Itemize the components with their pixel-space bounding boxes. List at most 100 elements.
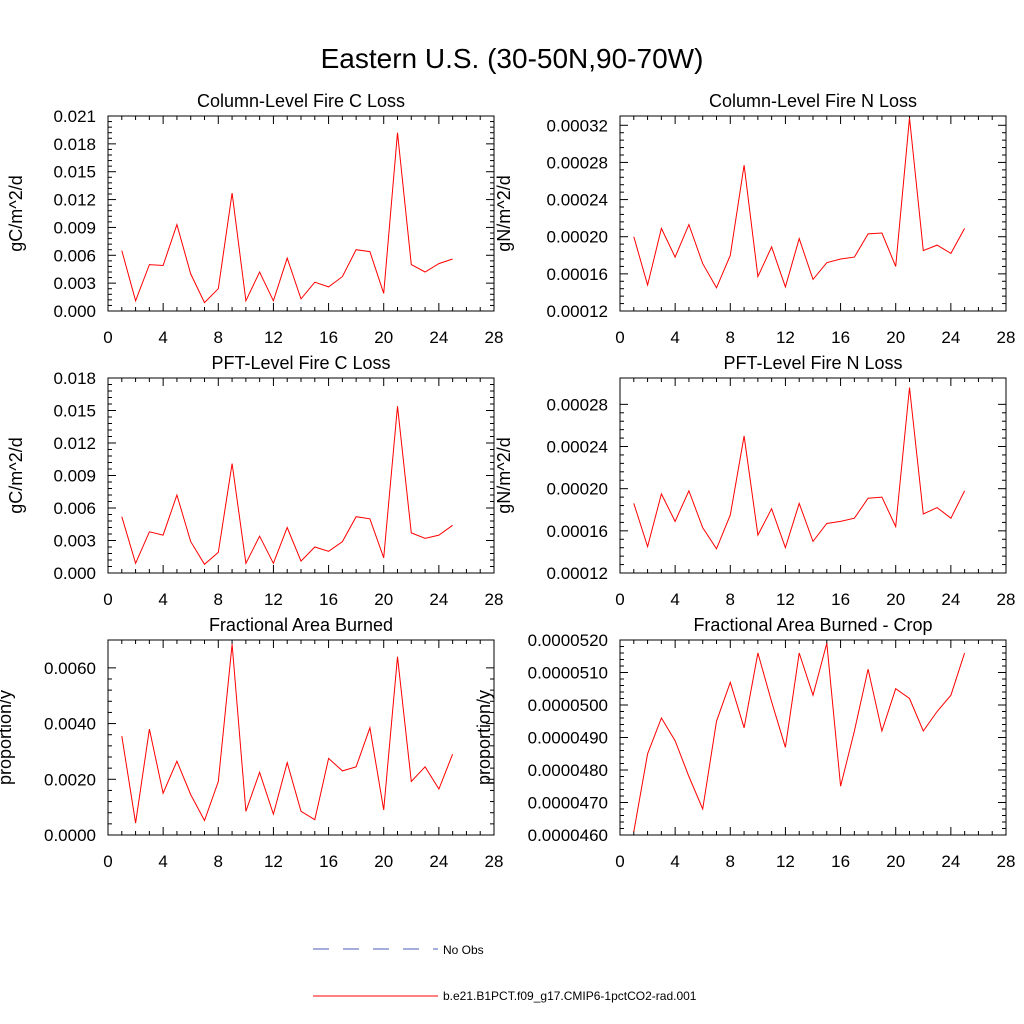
plot-frame bbox=[107, 377, 495, 574]
y-axis-label: gN/m^2/d bbox=[494, 437, 514, 513]
y-tick-label: 0.00016 bbox=[547, 265, 608, 284]
y-tick-label: 0.00028 bbox=[547, 153, 608, 172]
y-tick-label: 0.00012 bbox=[547, 564, 608, 583]
legend: No Obs b.e21.B1PCT.f09_g17.CMIP6-1pctCO2… bbox=[313, 943, 697, 1003]
x-tick-label: 16 bbox=[319, 852, 338, 871]
y-tick-label: 0.018 bbox=[53, 135, 96, 154]
y-axis-label: gN/m^2/d bbox=[494, 175, 514, 251]
y-tick-label: 0.021 bbox=[53, 107, 96, 126]
y-axis-label: proportion/y bbox=[0, 690, 15, 785]
panels: Column-Level Fire C Loss gC/m^2/d 0 4 8 12 16 2… bbox=[0, 91, 1015, 871]
x-tick-label: 16 bbox=[831, 590, 850, 609]
y-tick-label: 0.015 bbox=[53, 402, 96, 421]
y-tick-label: 0.003 bbox=[53, 532, 96, 551]
y-axis-label: proportion/y bbox=[474, 690, 494, 785]
x-tick-label: 20 bbox=[886, 328, 905, 347]
y-tick-label: 0.00020 bbox=[547, 480, 608, 499]
x-tick-label: 4 bbox=[158, 328, 167, 347]
x-tick-label: 28 bbox=[997, 328, 1016, 347]
panel-title: Fractional Area Burned bbox=[209, 615, 393, 635]
x-tick-label: 8 bbox=[726, 590, 735, 609]
series-line bbox=[633, 117, 966, 289]
x-tick-label: 4 bbox=[670, 852, 679, 871]
x-tick-label: 8 bbox=[214, 590, 223, 609]
series-line bbox=[121, 644, 454, 824]
plot-frame bbox=[107, 639, 495, 836]
legend-model-label: b.e21.B1PCT.f09_g17.CMIP6-1pctCO2-rad.00… bbox=[443, 989, 697, 1003]
plot-frame bbox=[619, 115, 1007, 312]
y-tick-label: 0.0000460 bbox=[528, 826, 608, 845]
y-tick-label: 0.0040 bbox=[44, 715, 96, 734]
y-axis-label: gC/m^2/d bbox=[6, 437, 26, 513]
panel-title: Fractional Area Burned - Crop bbox=[693, 615, 932, 635]
panel-2: Column-Level Fire N Loss gN/m^2/d 0 4 8 12 16 2… bbox=[494, 91, 1015, 347]
x-tick-label: 12 bbox=[264, 328, 283, 347]
y-tick-label: 0.00016 bbox=[547, 522, 608, 541]
plot-frame bbox=[107, 115, 495, 312]
y-tick-label: 0.00028 bbox=[547, 395, 608, 414]
x-tick-label: 8 bbox=[214, 328, 223, 347]
x-tick-label: 20 bbox=[374, 328, 393, 347]
y-tick-label: 0.00024 bbox=[547, 191, 608, 210]
x-tick-label: 12 bbox=[264, 852, 283, 871]
panel-title: Column-Level Fire C Loss bbox=[197, 91, 405, 111]
y-tick-label: 0.012 bbox=[53, 434, 96, 453]
x-tick-label: 20 bbox=[886, 852, 905, 871]
x-tick-label: 0 bbox=[615, 590, 624, 609]
x-tick-label: 28 bbox=[485, 852, 504, 871]
x-tick-label: 28 bbox=[997, 852, 1016, 871]
panel-6: Fractional Area Burned - Crop proportion/… bbox=[474, 615, 1015, 871]
panel-5: Fractional Area Burned proportion/y 0 4 8 12 1… bbox=[0, 615, 503, 871]
x-tick-label: 12 bbox=[776, 852, 795, 871]
x-tick-label: 0 bbox=[615, 328, 624, 347]
y-tick-label: 0.00012 bbox=[547, 302, 608, 321]
x-tick-label: 0 bbox=[103, 328, 112, 347]
y-axis-label: gC/m^2/d bbox=[6, 175, 26, 251]
x-tick-label: 16 bbox=[831, 852, 850, 871]
x-tick-label: 4 bbox=[670, 328, 679, 347]
x-tick-label: 24 bbox=[941, 328, 960, 347]
x-tick-label: 20 bbox=[374, 590, 393, 609]
y-tick-label: 0.0000520 bbox=[528, 631, 608, 650]
figure-title: Eastern U.S. (30-50N,90-70W) bbox=[321, 43, 704, 74]
y-tick-label: 0.00032 bbox=[547, 116, 608, 135]
y-tick-label: 0.0000 bbox=[44, 826, 96, 845]
y-tick-label: 0.0000480 bbox=[528, 761, 608, 780]
x-tick-label: 0 bbox=[615, 852, 624, 871]
series-line bbox=[633, 387, 966, 550]
y-tick-label: 0.000 bbox=[53, 564, 96, 583]
x-tick-label: 8 bbox=[726, 852, 735, 871]
y-tick-label: 0.012 bbox=[53, 191, 96, 210]
x-tick-label: 16 bbox=[831, 328, 850, 347]
y-tick-label: 0.0000490 bbox=[528, 729, 608, 748]
x-tick-label: 8 bbox=[726, 328, 735, 347]
plot-frame bbox=[619, 639, 1007, 836]
panel-1: Column-Level Fire C Loss gC/m^2/d 0 4 8 12 16 2… bbox=[6, 91, 503, 347]
y-tick-label: 0.009 bbox=[53, 218, 96, 237]
y-tick-label: 0.0000470 bbox=[528, 794, 608, 813]
y-tick-label: 0.0000510 bbox=[528, 664, 608, 683]
plot-frame bbox=[619, 377, 1007, 574]
x-tick-label: 8 bbox=[214, 852, 223, 871]
x-tick-label: 20 bbox=[374, 852, 393, 871]
panel-title: PFT-Level Fire N Loss bbox=[723, 353, 902, 373]
x-tick-label: 28 bbox=[485, 590, 504, 609]
x-tick-label: 24 bbox=[941, 852, 960, 871]
x-tick-label: 16 bbox=[319, 590, 338, 609]
y-tick-label: 0.006 bbox=[53, 246, 96, 265]
x-tick-label: 16 bbox=[319, 328, 338, 347]
x-tick-label: 24 bbox=[429, 328, 448, 347]
panel-title: PFT-Level Fire C Loss bbox=[211, 353, 390, 373]
series-line bbox=[121, 406, 453, 566]
x-tick-label: 0 bbox=[103, 852, 112, 871]
x-tick-label: 28 bbox=[997, 590, 1016, 609]
x-tick-label: 12 bbox=[776, 590, 795, 609]
x-tick-label: 24 bbox=[941, 590, 960, 609]
x-tick-label: 24 bbox=[429, 852, 448, 871]
y-tick-label: 0.00020 bbox=[547, 228, 608, 247]
y-tick-label: 0.003 bbox=[53, 274, 96, 293]
panel-title: Column-Level Fire N Loss bbox=[709, 91, 917, 111]
x-tick-label: 4 bbox=[158, 590, 167, 609]
x-tick-label: 12 bbox=[776, 328, 795, 347]
